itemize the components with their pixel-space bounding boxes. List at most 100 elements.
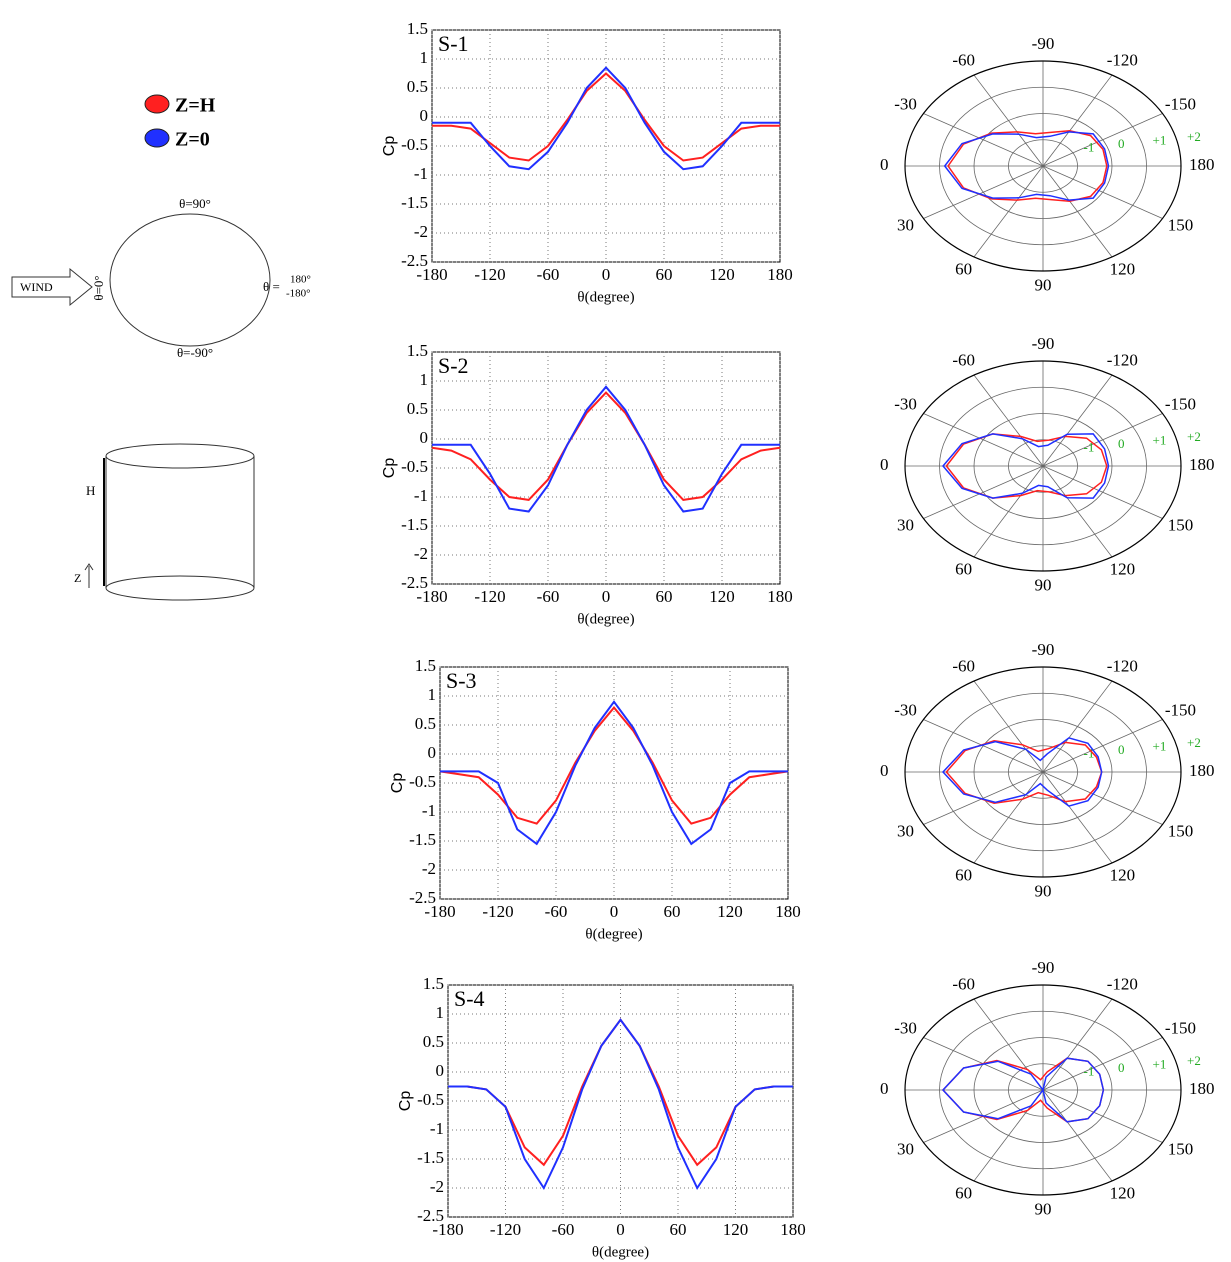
y-tick-label: 0 bbox=[436, 1061, 445, 1080]
series-line bbox=[440, 700, 788, 846]
y-tick-label: 0.5 bbox=[415, 714, 436, 733]
series-line bbox=[432, 72, 780, 162]
theta-tick-label: 180 bbox=[1189, 1079, 1215, 1098]
theta-tick-label: 120 bbox=[1110, 259, 1136, 278]
theta-tick-label: 150 bbox=[1168, 215, 1194, 234]
polar-series bbox=[947, 130, 1108, 202]
polar-ring bbox=[973, 719, 1113, 825]
y-axis-label: Cp bbox=[381, 136, 398, 157]
z-arrow bbox=[84, 563, 94, 588]
polar-ring bbox=[1008, 139, 1078, 193]
y-tick-label: 0 bbox=[420, 428, 429, 447]
r-tick-label: +1 bbox=[1153, 738, 1167, 753]
wind-label: WIND bbox=[20, 280, 53, 294]
theta-tick-label: -150 bbox=[1165, 95, 1196, 114]
r-tick-label: +1 bbox=[1153, 132, 1167, 147]
theta-label: θ=-90° bbox=[177, 345, 213, 360]
r-tick-label: 0 bbox=[1118, 1060, 1125, 1075]
x-tick-label: -120 bbox=[482, 902, 513, 921]
theta-tick-label: -120 bbox=[1107, 656, 1138, 675]
y-tick-label: -1 bbox=[414, 164, 428, 183]
theta-tick-label: -30 bbox=[894, 701, 917, 720]
theta-tick-label: -60 bbox=[952, 50, 975, 69]
r-tick-label: -1 bbox=[1084, 139, 1095, 154]
polar-series bbox=[941, 1057, 1105, 1123]
theta-tick-label: -60 bbox=[952, 974, 975, 993]
theta-tick-label: -30 bbox=[894, 395, 917, 414]
theta-tick-label: -150 bbox=[1165, 1019, 1196, 1038]
polar-ring bbox=[904, 984, 1182, 1196]
y-tick-label: -2.5 bbox=[417, 1206, 444, 1225]
theta-label: θ = bbox=[263, 279, 280, 294]
series-line bbox=[432, 66, 780, 171]
y-tick-label: 0.5 bbox=[423, 1032, 444, 1051]
x-tick-label: 120 bbox=[717, 902, 743, 921]
polar-series bbox=[943, 131, 1110, 201]
polar-ring bbox=[939, 692, 1147, 852]
theta-tick-label: 0 bbox=[880, 155, 889, 174]
series-line bbox=[448, 1018, 793, 1191]
y-tick-label: -1 bbox=[414, 486, 428, 505]
y-tick-label: -0.5 bbox=[401, 457, 428, 476]
theta-tick-label: -30 bbox=[894, 1019, 917, 1038]
r-tick-label: 0 bbox=[1118, 136, 1125, 151]
x-tick-label: -60 bbox=[552, 1220, 575, 1239]
x-tick-label: -180 bbox=[424, 902, 455, 921]
y-tick-label: -2.5 bbox=[401, 573, 428, 592]
polar-ring bbox=[904, 60, 1182, 272]
y-tick-label: -2.5 bbox=[401, 251, 428, 270]
y-axis-label: Cp bbox=[381, 458, 398, 479]
polar-ring bbox=[973, 1037, 1113, 1143]
y-tick-label: 1.5 bbox=[415, 656, 436, 675]
theta-tick-label: -120 bbox=[1107, 350, 1138, 369]
y-tick-label: -0.5 bbox=[417, 1090, 444, 1109]
theta-tick-label: 120 bbox=[1110, 1183, 1136, 1202]
y-tick-label: 1 bbox=[420, 370, 429, 389]
series-line bbox=[432, 385, 780, 513]
theta-tick-label: 30 bbox=[897, 821, 914, 840]
theta-label: θ=0° bbox=[91, 275, 106, 300]
theta-tick-label: 60 bbox=[955, 1183, 972, 1202]
legend-label: Z=H bbox=[175, 95, 216, 117]
y-tick-label: 0.5 bbox=[407, 77, 428, 96]
r-tick-label: -1 bbox=[1084, 745, 1095, 760]
x-tick-label: -120 bbox=[474, 587, 505, 606]
polar-ring bbox=[973, 113, 1113, 219]
x-tick-label: -180 bbox=[432, 1220, 463, 1239]
r-tick-label: +2 bbox=[1187, 129, 1201, 144]
x-tick-label: -120 bbox=[490, 1220, 521, 1239]
x-tick-label: 60 bbox=[656, 265, 673, 284]
x-tick-label: -60 bbox=[545, 902, 568, 921]
y-tick-label: 1.5 bbox=[407, 341, 428, 360]
theta-tick-label: -90 bbox=[1032, 334, 1055, 353]
x-tick-label: 60 bbox=[656, 587, 673, 606]
r-tick-label: +2 bbox=[1187, 735, 1201, 750]
r-tick-label: +2 bbox=[1187, 429, 1201, 444]
theta-tick-label: -120 bbox=[1107, 974, 1138, 993]
theta-tick-label: 150 bbox=[1168, 1139, 1194, 1158]
r-tick-label: +2 bbox=[1187, 1053, 1201, 1068]
y-tick-label: -1.5 bbox=[401, 193, 428, 212]
polar-ring bbox=[973, 413, 1113, 519]
cylinder-plan bbox=[109, 213, 271, 347]
r-tick-label: -1 bbox=[1084, 439, 1095, 454]
polar-ring bbox=[904, 666, 1182, 878]
x-tick-label: -120 bbox=[474, 265, 505, 284]
y-tick-label: -1 bbox=[430, 1119, 444, 1138]
theta-tick-label: -90 bbox=[1032, 34, 1055, 53]
theta-label: 180° bbox=[290, 274, 311, 286]
y-tick-label: -2 bbox=[430, 1177, 444, 1196]
legend-marker bbox=[144, 128, 170, 148]
y-tick-label: -1.5 bbox=[401, 515, 428, 534]
wind-arrow bbox=[11, 267, 93, 307]
y-tick-label: -1.5 bbox=[409, 830, 436, 849]
polar-series bbox=[945, 740, 1103, 804]
theta-tick-label: -30 bbox=[894, 95, 917, 114]
polar-ring bbox=[1008, 745, 1078, 799]
theta-tick-label: -150 bbox=[1165, 395, 1196, 414]
polar-ring bbox=[939, 86, 1147, 246]
theta-tick-label: 60 bbox=[955, 559, 972, 578]
polar-ring bbox=[1008, 1063, 1078, 1117]
legend-marker bbox=[144, 94, 170, 114]
x-tick-label: -60 bbox=[537, 265, 560, 284]
